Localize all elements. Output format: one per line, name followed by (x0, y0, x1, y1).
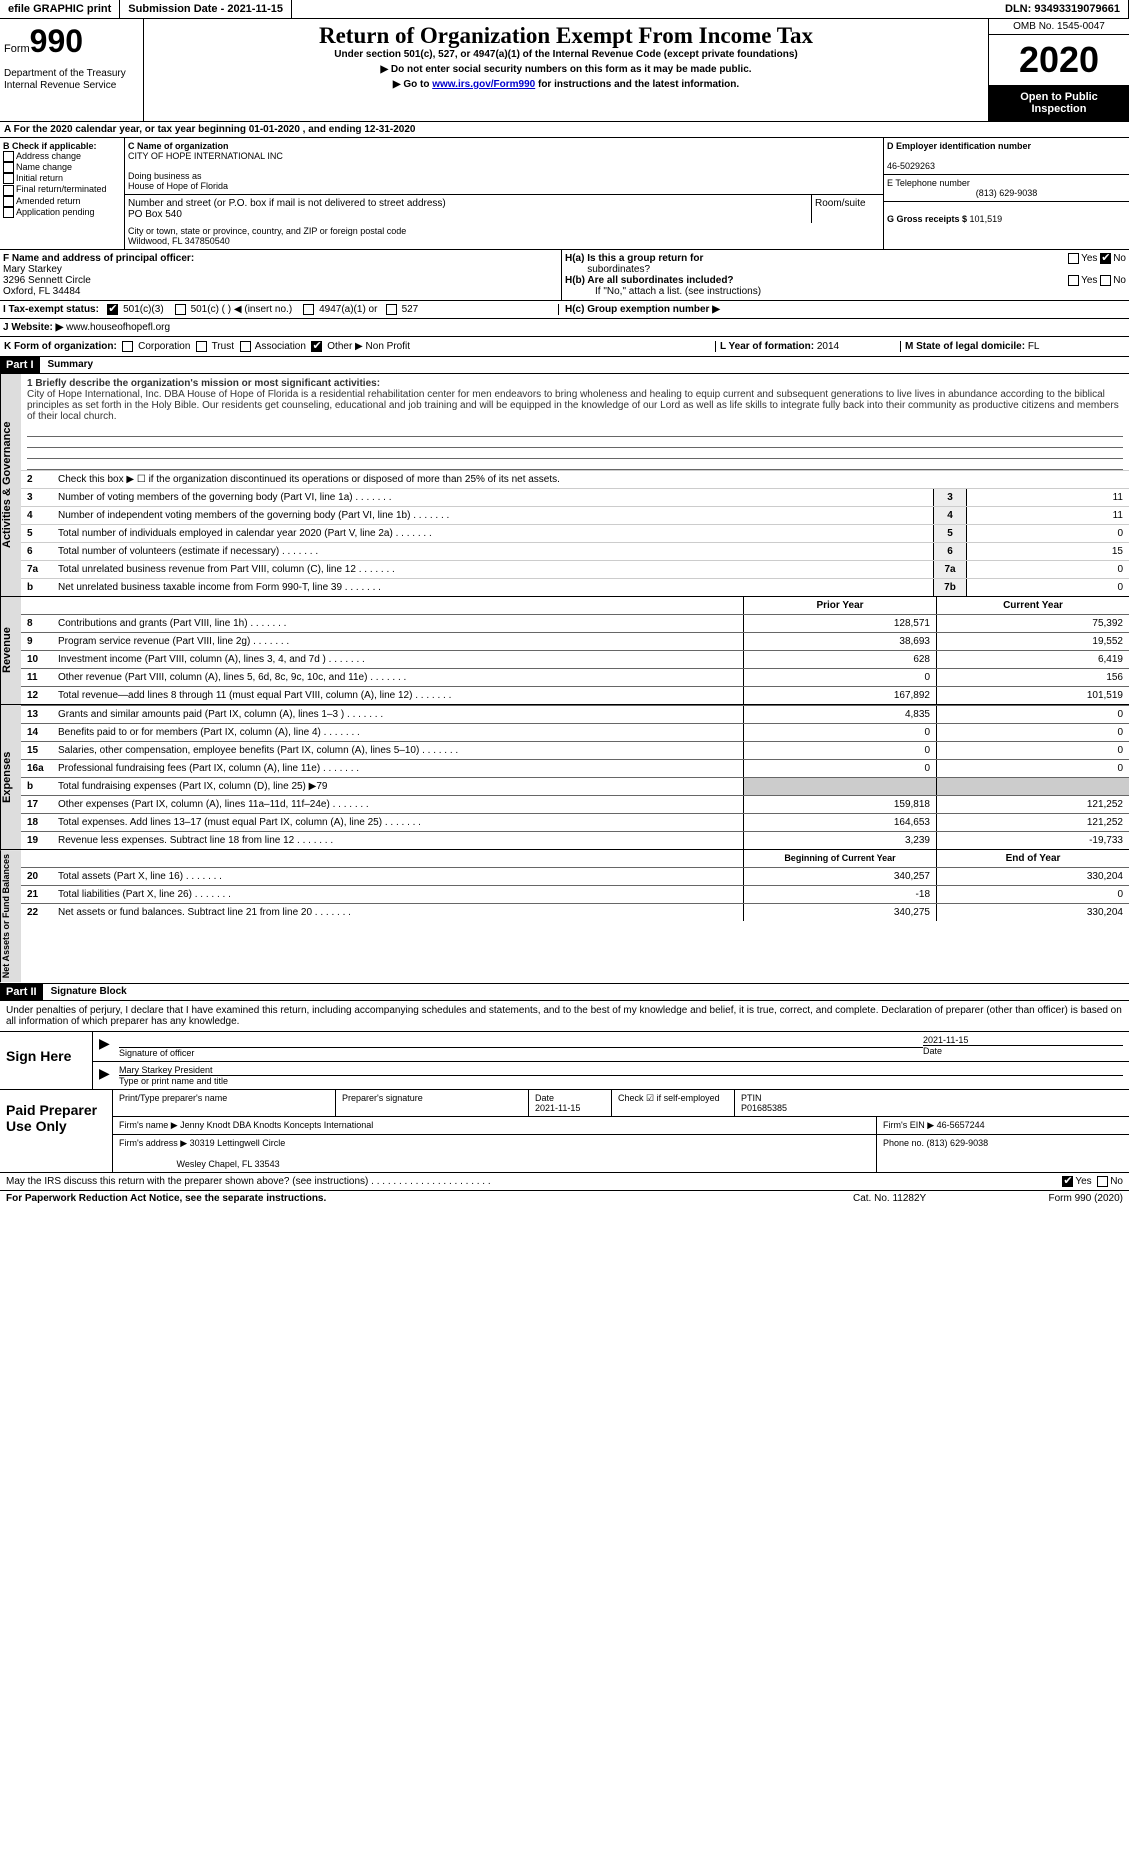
dln: DLN: 93493319079661 (997, 0, 1129, 18)
phone: (813) 629-9038 (887, 188, 1126, 198)
form990-link[interactable]: www.irs.gov/Form990 (432, 79, 535, 90)
section-l: L Year of formation: 2014 (715, 341, 900, 352)
org-name: CITY OF HOPE INTERNATIONAL INC (128, 151, 880, 161)
firm-ein: 46-5657244 (937, 1120, 985, 1130)
section-de: D Employer identification number46-50292… (884, 138, 1129, 249)
goto-line: ▶ Go to www.irs.gov/Form990 for instruct… (148, 79, 984, 90)
mission-block: 1 Briefly describe the organization's mi… (21, 374, 1129, 426)
revenue-rows: 8Contributions and grants (Part VIII, li… (21, 614, 1129, 704)
side-netassets: Net Assets or Fund Balances (0, 850, 21, 982)
part1-header: Part ISummary (0, 357, 1129, 374)
discuss-row: May the IRS discuss this return with the… (0, 1173, 1129, 1191)
summary-rows: 2Check this box ▶ ☐ if the organization … (21, 470, 1129, 596)
netasset-rows: 20Total assets (Part X, line 16)340,2573… (21, 867, 1129, 921)
section-h: H(a) Is this a group return for subordin… (562, 250, 1129, 300)
top-bar: efile GRAPHIC print Submission Date - 20… (0, 0, 1129, 19)
row-a-period: A For the 2020 calendar year, or tax yea… (0, 122, 1129, 138)
section-m: M State of legal domicile: FL (900, 341, 1125, 352)
section-b: B Check if applicable: Address change Na… (0, 138, 125, 249)
website[interactable]: www.houseofhopefl.org (66, 322, 170, 333)
dept-treasury: Department of the Treasury Internal Reve… (4, 68, 139, 92)
section-k: K Form of organization: Corporation Trus… (4, 341, 715, 352)
side-expenses: Expenses (0, 705, 21, 849)
footer: For Paperwork Reduction Act Notice, see … (0, 1191, 1129, 1206)
omb-number: OMB No. 1545-0047 (989, 19, 1129, 35)
side-revenue: Revenue (0, 597, 21, 704)
subtitle: Under section 501(c), 527, or 4947(a)(1)… (148, 49, 984, 60)
perjury-declaration: Under penalties of perjury, I declare th… (0, 1001, 1129, 1032)
dba-name: House of Hope of Florida (128, 181, 880, 191)
firm-name: Jenny Knodt DBA Knodts Koncepts Internat… (180, 1120, 373, 1130)
tax-year: 2020 (989, 35, 1129, 85)
officer-name: Mary Starkey President (119, 1065, 1123, 1075)
section-hc: H(c) Group exemption number ▶ (559, 304, 1126, 315)
part2-header: Part IISignature Block (0, 984, 1129, 1001)
section-j: J Website: ▶ www.houseofhopefl.org (3, 322, 170, 333)
section-f: F Name and address of principal officer:… (0, 250, 562, 300)
form-header: Form990 Department of the Treasury Inter… (0, 19, 1129, 122)
expense-rows: 13Grants and similar amounts paid (Part … (21, 705, 1129, 849)
city-state-zip: Wildwood, FL 347850540 (128, 236, 880, 246)
paid-preparer-label: Paid Preparer Use Only (0, 1090, 113, 1172)
form-number: 990 (30, 23, 83, 59)
firm-phone: (813) 629-9038 (927, 1138, 989, 1148)
section-c: C Name of organization CITY OF HOPE INTE… (125, 138, 884, 249)
ssn-warning: ▶ Do not enter social security numbers o… (148, 64, 984, 75)
ein: 46-5029263 (887, 161, 1126, 171)
section-i: I Tax-exempt status: 501(c)(3) 501(c) ( … (3, 304, 559, 315)
gross-receipts: 101,519 (970, 214, 1003, 224)
ptin: P01685385 (741, 1103, 787, 1113)
submission-date: Submission Date - 2021-11-15 (120, 0, 292, 18)
efile-print: efile GRAPHIC print (0, 0, 120, 18)
main-title: Return of Organization Exempt From Incom… (148, 23, 984, 49)
side-activities: Activities & Governance (0, 374, 21, 596)
address: PO Box 540 (128, 209, 808, 220)
sign-here-label: Sign Here (0, 1032, 93, 1089)
open-to-public: Open to Public Inspection (989, 85, 1129, 121)
